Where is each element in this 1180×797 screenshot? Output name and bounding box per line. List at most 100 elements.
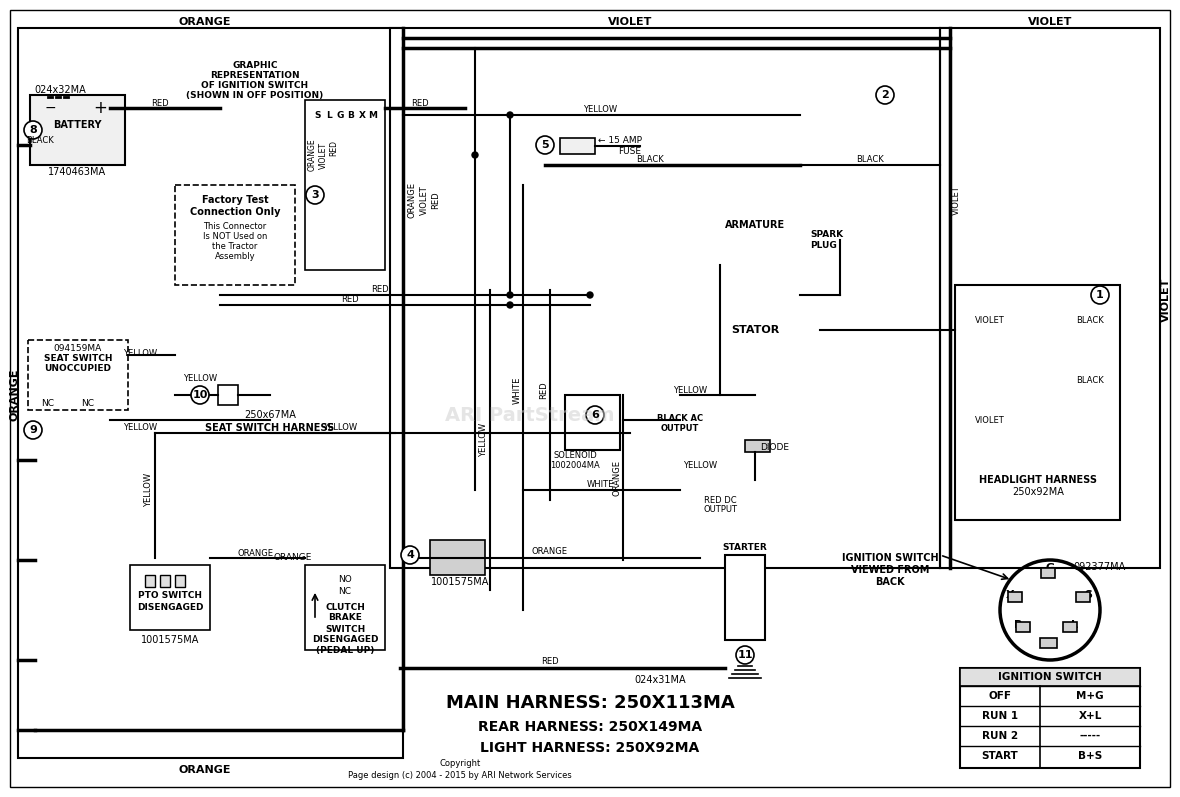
Text: ORANGE: ORANGE [532, 548, 568, 556]
Text: VIOLET: VIOLET [420, 185, 428, 215]
Circle shape [472, 152, 478, 158]
Text: NC: NC [41, 398, 54, 407]
Circle shape [324, 126, 333, 134]
Text: YELLOW: YELLOW [323, 422, 358, 431]
Text: 3: 3 [312, 190, 319, 200]
Text: RED DC: RED DC [703, 496, 736, 505]
Text: Page design (c) 2004 - 2015 by ARI Network Services: Page design (c) 2004 - 2015 by ARI Netwo… [348, 771, 572, 779]
Text: MAIN HARNESS: 250X113MA: MAIN HARNESS: 250X113MA [446, 694, 734, 712]
Text: DIODE: DIODE [760, 442, 789, 451]
Circle shape [401, 546, 419, 564]
Text: YELLOW: YELLOW [683, 461, 717, 469]
Text: IGNITION SWITCH: IGNITION SWITCH [998, 672, 1102, 682]
Text: SOLENOID: SOLENOID [553, 450, 597, 460]
Bar [955, 285, 1120, 520]
Text: X: X [359, 111, 366, 120]
Text: PTO SWITCH: PTO SWITCH [138, 591, 202, 599]
Circle shape [194, 268, 202, 276]
Text: 094159MA: 094159MA [54, 344, 103, 352]
Text: ← 15 AMP: ← 15 AMP [598, 135, 642, 144]
Text: STARTER: STARTER [722, 544, 767, 552]
Text: L: L [1071, 620, 1079, 630]
Text: 1001575MA: 1001575MA [140, 635, 199, 645]
Text: START: START [982, 751, 1018, 761]
Text: M: M [368, 111, 378, 120]
Text: ORANGE: ORANGE [308, 139, 316, 171]
Text: 1740463MA: 1740463MA [48, 167, 106, 177]
Text: M: M [1042, 640, 1054, 650]
Text: NC: NC [81, 398, 94, 407]
Bar [304, 100, 385, 270]
Text: X: X [1005, 590, 1015, 600]
Text: RUN 1: RUN 1 [982, 711, 1018, 721]
Text: ARI PartStream: ARI PartStream [445, 406, 615, 425]
Text: S: S [1084, 590, 1092, 600]
Text: REPRESENTATION: REPRESENTATION [210, 70, 300, 80]
Text: (SHOWN IN OFF POSITION): (SHOWN IN OFF POSITION) [186, 91, 323, 100]
Text: VIOLET: VIOLET [319, 142, 328, 168]
Circle shape [221, 268, 229, 276]
Text: OUTPUT: OUTPUT [661, 423, 700, 433]
Text: RED: RED [372, 285, 389, 293]
Circle shape [347, 126, 355, 134]
Circle shape [314, 126, 322, 134]
Text: LIGHT HARNESS: 250X92MA: LIGHT HARNESS: 250X92MA [480, 741, 700, 755]
Text: YELLOW: YELLOW [583, 104, 617, 113]
Bar [1040, 638, 1057, 648]
Text: YELLOW: YELLOW [123, 422, 157, 431]
Bar [130, 565, 210, 630]
Bar [30, 95, 125, 165]
Text: BLACK: BLACK [857, 155, 884, 163]
Text: VIOLET: VIOLET [975, 415, 1005, 425]
Text: ORANGE: ORANGE [407, 182, 417, 218]
Circle shape [536, 136, 553, 154]
Circle shape [336, 126, 345, 134]
Circle shape [507, 302, 513, 308]
Text: Copyright: Copyright [439, 760, 480, 768]
Text: Is NOT Used on: Is NOT Used on [203, 231, 267, 241]
Circle shape [358, 126, 366, 134]
Bar [1008, 592, 1022, 602]
Text: 10: 10 [192, 390, 208, 400]
Text: RUN 2: RUN 2 [982, 731, 1018, 741]
Bar [1016, 622, 1030, 632]
Bar [961, 668, 1140, 768]
Text: REAR HARNESS: 250X149MA: REAR HARNESS: 250X149MA [478, 720, 702, 734]
Text: VIOLET: VIOLET [975, 316, 1005, 324]
Circle shape [191, 386, 209, 404]
Text: VIOLET: VIOLET [1161, 278, 1171, 322]
Circle shape [24, 421, 42, 439]
Text: This Connector: This Connector [203, 222, 267, 230]
Circle shape [24, 121, 42, 139]
Text: RED: RED [341, 295, 359, 304]
Text: Factory Test: Factory Test [202, 195, 268, 205]
Text: 8: 8 [30, 125, 37, 135]
Text: B+S: B+S [1077, 751, 1102, 761]
Bar [565, 395, 620, 450]
Text: 1001575MA: 1001575MA [431, 577, 490, 587]
Text: Connection Only: Connection Only [190, 207, 281, 217]
Text: YELLOW: YELLOW [144, 473, 153, 507]
Circle shape [586, 406, 604, 424]
Text: GRAPHIC: GRAPHIC [232, 61, 277, 69]
Bar [745, 440, 771, 452]
Text: FUSE: FUSE [618, 147, 642, 155]
Text: YELLOW: YELLOW [673, 386, 707, 395]
Text: 024x32MA: 024x32MA [34, 85, 86, 95]
Text: OUTPUT: OUTPUT [703, 505, 738, 515]
Text: RED: RED [539, 381, 549, 398]
Text: 9: 9 [30, 425, 37, 435]
Text: CLUTCH: CLUTCH [324, 603, 365, 611]
Text: DISENGAGED: DISENGAGED [137, 603, 203, 611]
Text: VIOLET: VIOLET [608, 17, 653, 27]
Text: 5: 5 [542, 140, 549, 150]
Bar [430, 540, 485, 575]
Text: BLACK: BLACK [1076, 316, 1103, 324]
Text: YELLOW: YELLOW [123, 348, 157, 358]
Text: 024x31MA: 024x31MA [634, 675, 686, 685]
Circle shape [1092, 286, 1109, 304]
Text: OF IGNITION SWITCH: OF IGNITION SWITCH [202, 80, 308, 89]
Text: ORANGE: ORANGE [612, 460, 622, 496]
Text: BLACK AC: BLACK AC [657, 414, 703, 422]
Text: B: B [1014, 620, 1022, 630]
